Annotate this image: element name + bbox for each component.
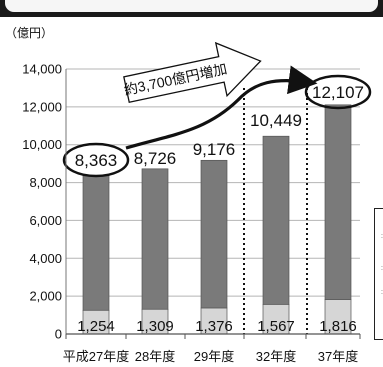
total-value-label: 8,363 [75,151,118,170]
top-panel [5,0,378,12]
category-label: 28年度 [135,349,175,364]
y-tick-label: 10,000 [22,137,62,152]
category-label: 37年度 [318,349,358,364]
top-strip [0,0,383,17]
bar-segment-upper [200,159,228,309]
bottom-value-label: 1,254 [77,318,115,335]
y-tick-label: 8,000 [29,175,62,190]
y-tick-label: 12,000 [22,99,62,114]
y-tick-label: 4,000 [29,251,62,266]
bottom-value-label: 1,567 [257,318,295,335]
y-unit-label: （億円） [5,26,53,40]
total-value-label: 8,726 [134,149,177,168]
highlight-circle [304,74,372,110]
total-value-label: 9,176 [193,140,236,159]
category-label: 平成27年度 [63,349,129,364]
bottom-value-label: 1,376 [195,318,233,335]
bottom-value-label: 1,309 [136,318,174,335]
highlight-circle [62,142,130,178]
bar-segment-lower [262,303,290,335]
callout-arrow-shape [123,41,262,104]
total-value-label: 12,107 [312,83,364,102]
category-label: 32年度 [256,349,296,364]
y-tick-label: 2,000 [29,289,62,304]
y-tick-label: 0 [55,327,62,342]
y-tick-label: 14,000 [22,62,62,77]
trend-arrow [125,65,318,150]
bar-segment-lower [324,299,352,335]
bottom-value-label: 1,816 [319,318,357,335]
bar-segment-upper [141,168,169,310]
total-value-label: 10,449 [250,111,302,130]
bar-segment-upper [262,135,290,305]
category-label: 29年度 [194,349,234,364]
bar-segment-upper [82,175,110,311]
y-tick-label: 6,000 [29,213,62,228]
bar-segment-upper [324,104,352,300]
right-legend-frame: : : : [374,208,383,340]
